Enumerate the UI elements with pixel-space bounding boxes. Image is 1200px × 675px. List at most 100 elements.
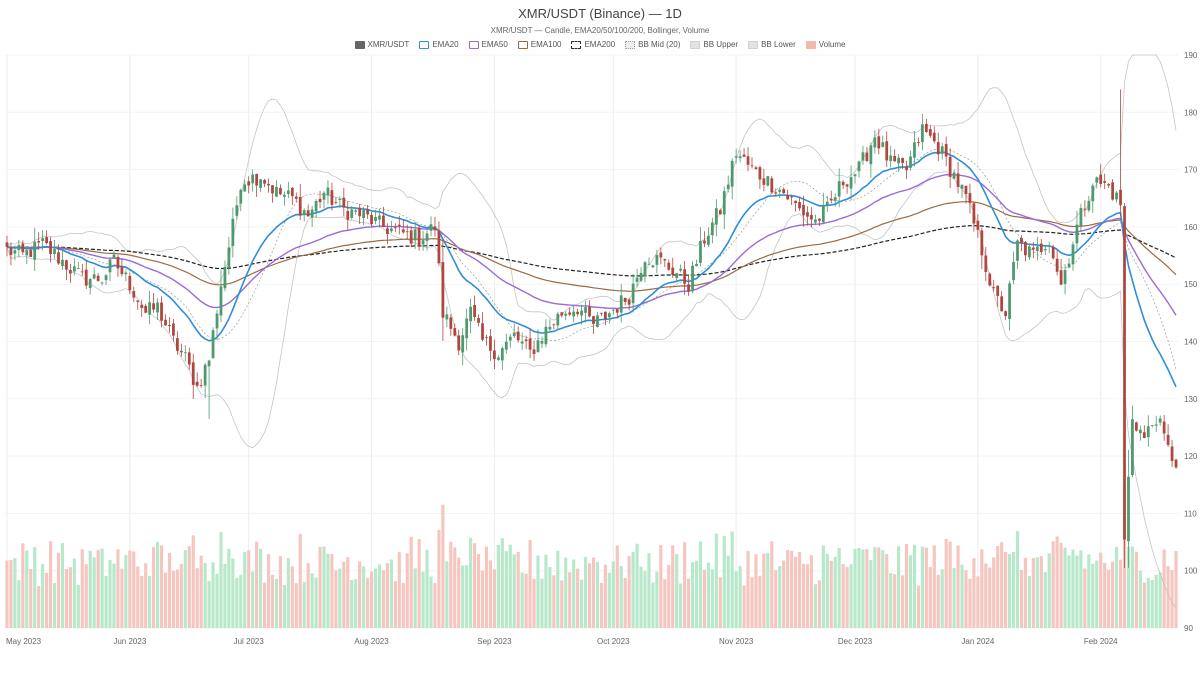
candle-body [635, 277, 639, 282]
volume-bar [262, 582, 267, 628]
volume-bar [148, 576, 152, 628]
volume-bar [33, 547, 37, 628]
volume-bar [948, 541, 952, 628]
legend-item-bb-mid-20-[interactable]: BB Mid (20) [625, 40, 680, 49]
volume-bar [1126, 546, 1131, 628]
candle-body [393, 227, 397, 229]
candle-body [17, 245, 21, 251]
volume-bar [366, 578, 370, 628]
candle-body [588, 306, 591, 317]
volume-bar [683, 542, 687, 628]
volume-bar [1031, 558, 1035, 628]
volume-bar [29, 569, 33, 628]
volume-bar [968, 578, 972, 628]
volume-bar [1146, 577, 1150, 628]
candle-body [600, 312, 603, 314]
volume-bar [635, 543, 639, 628]
volume-bar [980, 549, 984, 628]
volume-bar [627, 555, 631, 628]
candle-body [1039, 243, 1043, 252]
volume-bar [643, 571, 647, 628]
legend-item-ema200[interactable]: EMA200 [571, 40, 615, 49]
legend-item-bb-upper[interactable]: BB Upper [690, 40, 738, 49]
legend-item-volume[interactable]: Volume [805, 40, 845, 49]
volume-bar [794, 556, 798, 628]
candle-body [778, 189, 782, 192]
legend-item-ema20[interactable]: EMA20 [419, 40, 459, 49]
volume-bar [1011, 551, 1016, 628]
volume-bar [1027, 575, 1031, 628]
legend-item-bb-lower[interactable]: BB Lower [748, 40, 796, 49]
volume-bar [663, 579, 667, 628]
ema50-line [6, 173, 1177, 316]
volume-bar [639, 566, 643, 628]
volume-bar [940, 569, 944, 628]
volume-bar [742, 585, 746, 628]
volume-bar [235, 577, 239, 628]
candle-body [1075, 224, 1079, 244]
volume-bar [631, 552, 635, 628]
candle-body [849, 177, 853, 189]
candle-body [504, 341, 508, 350]
volume-bar [199, 555, 203, 628]
candle-body [231, 218, 235, 246]
legend-label: EMA50 [481, 40, 508, 49]
volume-bar [183, 550, 187, 628]
volume-bar [322, 546, 326, 628]
legend-swatch [625, 40, 636, 49]
candle-body [187, 352, 191, 365]
candle-body [251, 174, 255, 184]
volume-bar [583, 556, 588, 628]
candle-body [548, 326, 552, 330]
volume-bar [306, 562, 310, 628]
volume-bar [469, 537, 473, 628]
volume-bar [988, 567, 992, 628]
candle-body [338, 198, 342, 200]
x-tick-label: Jan 2024 [961, 637, 994, 646]
candle-body [655, 254, 659, 265]
volume-bar [1142, 582, 1146, 628]
volume-bar [132, 551, 136, 628]
volume-bar [1162, 549, 1166, 628]
candle-body [116, 256, 120, 269]
volume-bar [1107, 569, 1111, 628]
candle-body [370, 214, 373, 225]
volume-bar [449, 541, 453, 628]
candle-body [1107, 184, 1111, 186]
volume-bar [813, 584, 817, 628]
candle-body [695, 263, 698, 267]
volume-bar [865, 549, 869, 628]
volume-bar [651, 582, 655, 628]
volume-bar [1023, 557, 1028, 628]
volume-bar [869, 559, 873, 628]
candle-body [885, 141, 889, 161]
volume-bar [282, 585, 286, 628]
candle-body [1028, 246, 1031, 258]
chart-legend: XMR/USDT EMA20 EMA50 EMA100 EMA200 BB Mid (20… [0, 40, 1200, 49]
volume-bar [397, 551, 401, 628]
candle-body [461, 335, 465, 353]
volume-bar [231, 558, 235, 628]
volume-bar [144, 563, 148, 628]
candle-body [913, 142, 916, 158]
volume-bar [17, 580, 21, 628]
volume-bar [1154, 574, 1158, 628]
volume-bar [1099, 552, 1103, 628]
candle-body [992, 287, 996, 289]
candle-body [766, 176, 770, 186]
volume-bar [778, 566, 782, 628]
candle-body [1016, 240, 1019, 261]
candle-body [354, 210, 358, 212]
volume-bar [167, 552, 172, 628]
volume-bar [25, 550, 29, 628]
candle-body [136, 300, 140, 302]
volume-bar [1158, 572, 1162, 628]
legend-item-ema100[interactable]: EMA100 [517, 40, 561, 49]
volume-bar [904, 543, 909, 628]
legend-item-ema50[interactable]: EMA50 [468, 40, 508, 49]
volume-bar [809, 555, 814, 628]
volume-bar [591, 557, 596, 628]
candle-body [948, 156, 952, 177]
legend-item-xmr-usdt[interactable]: XMR/USDT [354, 40, 409, 49]
volume-bar [726, 555, 730, 628]
